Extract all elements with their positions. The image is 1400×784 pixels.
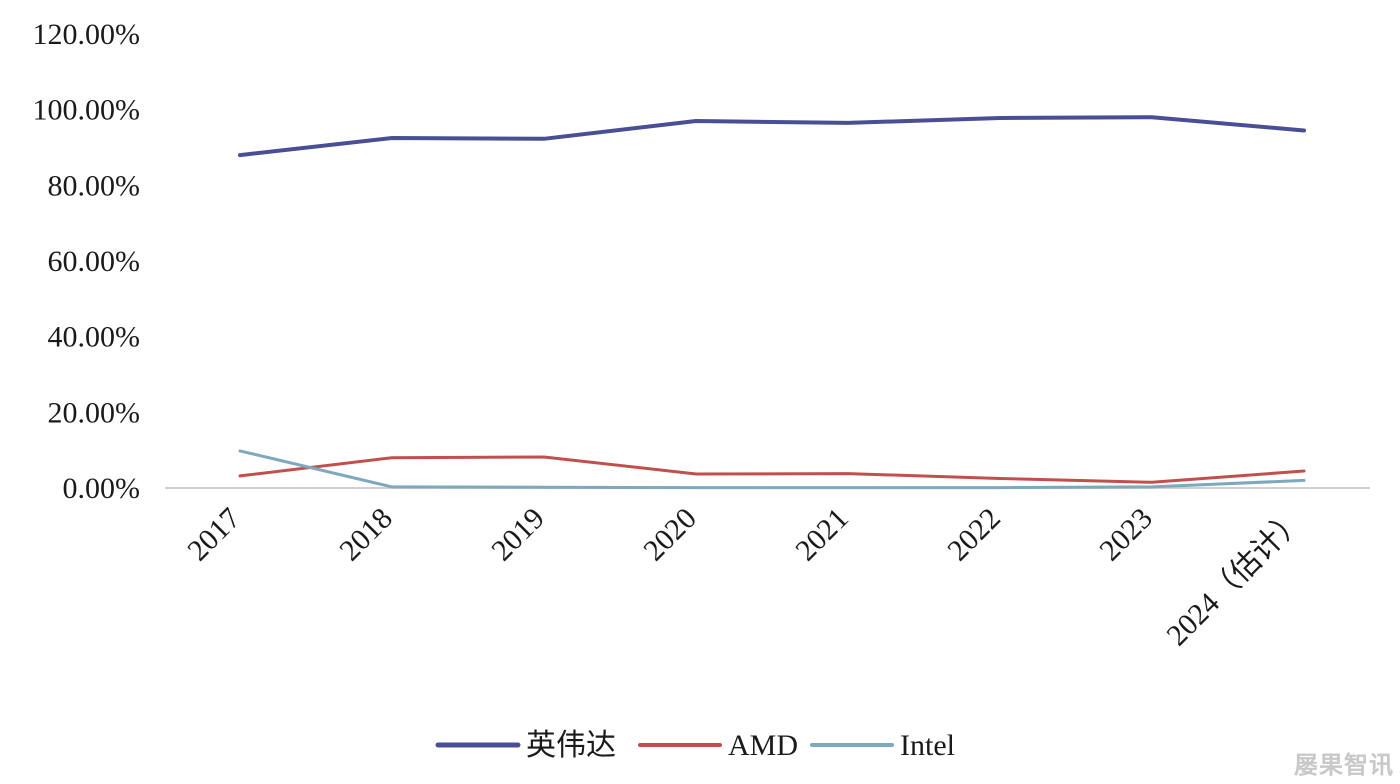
y-tick-label: 120.00% <box>33 18 141 51</box>
series-line-3 <box>238 449 1306 490</box>
x-tick-label: 2024（估计） <box>1160 502 1311 653</box>
y-tick-label: 80.00% <box>48 169 141 202</box>
legend-label: AMD <box>728 729 798 762</box>
y-tick-label: 40.00% <box>48 321 141 354</box>
x-axis: 2017 2018 2019 2020 2021 2022 2023 2024（估计） <box>181 502 1311 653</box>
series-line-1 <box>238 115 1306 158</box>
x-tick-label: 2021 <box>789 502 855 568</box>
legend-label: Intel <box>900 729 955 762</box>
legend: 英伟达 AMD Intel <box>435 729 955 762</box>
y-tick-label: 20.00% <box>48 396 141 429</box>
series-layer <box>238 115 1306 490</box>
x-tick-label: 2023 <box>1093 502 1159 568</box>
x-tick-label: 2019 <box>485 502 551 568</box>
watermark-logo: 屡果智讯 <box>1294 751 1394 779</box>
legend-label: 英伟达 <box>526 729 616 762</box>
x-tick-label: 2018 <box>333 502 399 568</box>
x-tick-label: 2017 <box>181 502 247 568</box>
x-tick-label: 2020 <box>637 502 703 568</box>
x-tick-label: 2022 <box>941 502 1007 568</box>
y-axis: 0.00% 20.00% 40.00% 60.00% 80.00% 100.00% 120.… <box>33 18 141 505</box>
series-line-2 <box>238 455 1306 484</box>
y-tick-label: 60.00% <box>48 245 141 278</box>
y-tick-label: 100.00% <box>33 94 141 127</box>
y-tick-label: 0.00% <box>63 472 141 505</box>
